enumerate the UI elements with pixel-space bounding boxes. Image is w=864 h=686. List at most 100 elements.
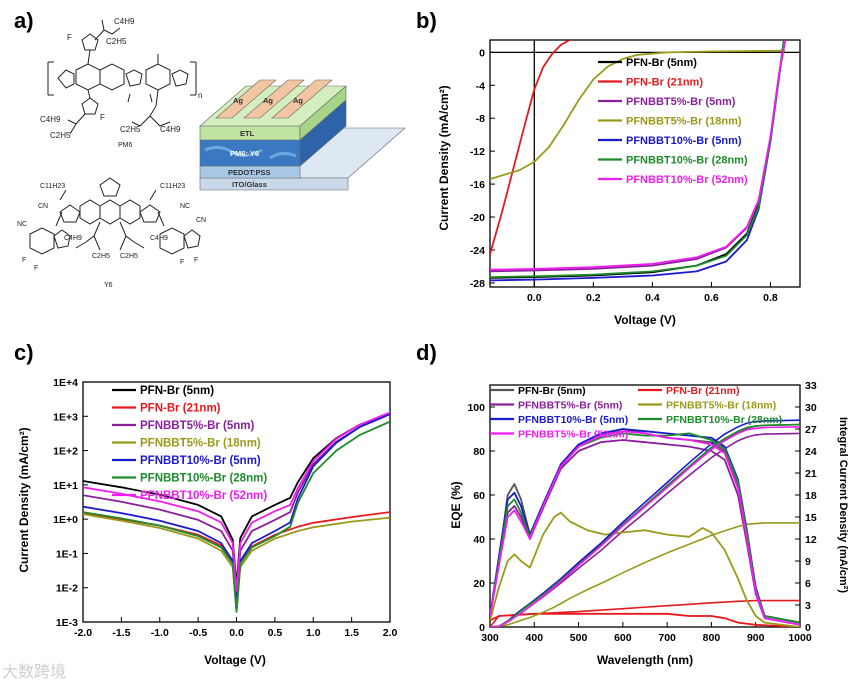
pm6-f-label-1: F	[67, 33, 72, 42]
chart-c-ytick-label: 1E-2	[56, 583, 78, 595]
chart-b-xtick-label: 0.4	[645, 292, 660, 304]
chart-d-integral-line	[490, 432, 800, 627]
pm6-repeat-n: n	[198, 91, 202, 100]
chart-d-xtick-label: 1000	[788, 632, 812, 644]
panel-c-letter: c)	[14, 340, 34, 365]
chart-b-legend-label: PFN-Br (5nm)	[626, 57, 697, 69]
chart-d-integral-line	[490, 522, 800, 627]
chart-c-legend-label: PFNBBT10%-Br (52nm)	[140, 490, 267, 502]
chart-c-series-line	[83, 412, 390, 586]
chart-c-legend-label: PFNBBT10%-Br (28nm)	[140, 473, 267, 485]
panel-a-schematic: F C4H9 C2H5 C4H9 C2H5 F C2H5 C4H9 n PM6 …	[17, 17, 406, 289]
chart-d-xtick-label: 900	[747, 632, 765, 644]
chart-b-xtick-label: 0.8	[763, 292, 778, 304]
panel-b-letter: b)	[416, 8, 437, 33]
ag-label-2: Ag	[263, 96, 273, 105]
chart-d-legend-label: PFNBBT10%-Br (28nm)	[666, 414, 782, 426]
chart-c-xlabel: Voltage (V)	[204, 653, 266, 667]
chart-d-integral-line	[490, 419, 800, 627]
chart-c-ytick-label: 1E+0	[53, 514, 78, 526]
chart-c-ylabel: Current Density (mA/cm²)	[17, 427, 31, 572]
chart-b-series-line	[490, 40, 785, 282]
chart-b-legend-label: PFNBBT10%-Br (52nm)	[626, 174, 748, 186]
chart-c-legend-label: PFNBBT5%-Br (5nm)	[140, 420, 255, 432]
chart-c-ytick-label: 1E-3	[56, 617, 78, 629]
chart-d-ytick-label: 0	[479, 622, 485, 634]
chart-c-ytick-label: 1E+1	[53, 480, 78, 492]
chart-b-ytick-label: 0	[479, 47, 485, 59]
y6-c11h23-label-1: C11H23	[40, 183, 65, 190]
chart-d-xtick-label: 300	[481, 632, 499, 644]
chart-b-legend-label: PFNBBT5%-Br (18nm)	[626, 116, 742, 128]
chart-b-series-line	[490, 40, 571, 255]
ag-electrode-1	[215, 79, 277, 119]
chart-b-legend-label: PFNBBT5%-Br (5nm)	[626, 96, 736, 108]
chart-b-ytick-label: -20	[470, 212, 485, 224]
y6-c2h5-label-1: C2H5	[92, 253, 110, 260]
chart-c-legend-label: PFN-Br (5nm)	[140, 385, 214, 397]
chart-d-series-line	[490, 511, 800, 627]
chart-d-legend-label: PFNBBT5%-Br (5nm)	[518, 400, 622, 412]
chart-b-ytick-label: -28	[470, 278, 485, 290]
chart-c-series-line	[83, 411, 390, 592]
chart-d-y2tick-label: 21	[805, 468, 817, 480]
chart-b-series-line	[490, 40, 787, 273]
chart-b-xtick-label: 0.6	[704, 292, 719, 304]
y6-cn-label-1: CN	[38, 203, 48, 210]
y6-cn-label-2: CN	[196, 217, 206, 224]
chart-c-xtick-label: 1.0	[306, 627, 321, 639]
chart-c-legend-label: PFNBBT10%-Br (5nm)	[140, 455, 261, 467]
chart-c-xtick-label: 2.0	[383, 627, 398, 639]
pm6-name: PM6	[118, 142, 133, 149]
chart-b-series-line	[490, 40, 787, 271]
chart-c-ytick-label: 1E+3	[53, 411, 78, 423]
chart-d-y2tick-label: 9	[805, 556, 811, 568]
chart-b-ytick-label: -12	[470, 146, 485, 158]
glass-layer-front	[199, 177, 349, 191]
chart-b-ytick-label: -4	[476, 80, 485, 92]
pm6-structure	[47, 19, 197, 135]
chart-c-series-line	[83, 511, 390, 613]
chart-d-y2tick-label: 33	[805, 380, 817, 392]
chart-d-ytick-label: 100	[467, 402, 485, 414]
y6-f-label-4: F	[194, 257, 198, 264]
chart-d-integral-line	[490, 599, 800, 627]
pm6-c4h9-label-2: C4H9	[40, 115, 61, 124]
chart-d-legend-label: PFN-Br (21nm)	[666, 385, 740, 397]
chart-d-plot-area: 300 400 500 600 700 800 900 1000020406080100036…	[467, 380, 816, 644]
ag-label-3: Ag	[293, 96, 303, 105]
chart-c-xtick-label: 0.0	[229, 627, 244, 639]
chart-d-y2tick-label: 24	[805, 446, 817, 458]
chart-b-ylabel: Current Density (mA/cm²)	[437, 85, 451, 230]
chart-c-series-line	[83, 412, 390, 599]
chart-d-xlabel: Wavelength (nm)	[597, 653, 693, 667]
pm6-c4h9-label-3: C4H9	[160, 125, 181, 134]
chart-d-series-line	[490, 428, 800, 624]
etl-layer-side	[299, 85, 347, 141]
chart-c-ytick-label: 1E+4	[53, 377, 78, 389]
chart-c-legend-label: PFN-Br (21nm)	[140, 403, 221, 415]
chart-c-xtick-label: 0.5	[268, 627, 283, 639]
chart-b-legend-label: PFN-Br (21nm)	[626, 77, 703, 89]
chart-b-xlabel: Voltage (V)	[614, 313, 676, 327]
chart-d-series-line	[490, 612, 800, 627]
panel-a-letter: a)	[14, 8, 34, 33]
chart-d-series-line	[490, 432, 800, 624]
chart-d-y2tick-label: 30	[805, 402, 817, 414]
ag-electrode-2	[243, 79, 305, 119]
chart-b-ytick-label: -8	[476, 113, 485, 125]
chart-c-ytick-label: 1E-1	[56, 548, 78, 560]
y6-f-label-3: F	[180, 259, 184, 266]
chart-b-xtick-label: 0.2	[586, 292, 601, 304]
y6-c11h23-label-2: C11H23	[160, 183, 185, 190]
chart-b-series-line	[490, 40, 785, 278]
chart-d-y2tick-label: 6	[805, 578, 811, 590]
chart-d-legend-label: PFNBBT5%-Br (52nm)	[518, 429, 628, 441]
chart-b-xtick-label: 0.0	[527, 292, 542, 304]
chart-d-integral-line	[490, 423, 800, 627]
chart-d-ytick-label: 80	[473, 446, 485, 458]
y6-f-label-2: F	[34, 265, 38, 272]
ag-label-1: Ag	[233, 96, 243, 105]
chart-d-integral-line	[490, 426, 800, 627]
chart-b-frame	[489, 39, 801, 288]
